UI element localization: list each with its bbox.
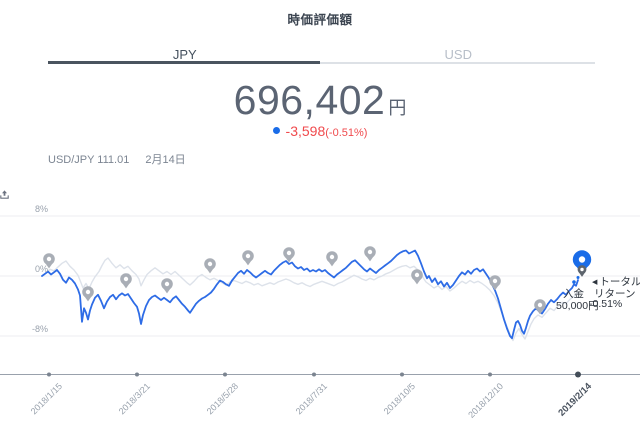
page-title: 時価評価額 xyxy=(287,13,353,27)
change-row: -3,598(-0.51%) xyxy=(0,123,640,141)
fx-rate-row: USD/JPY 111.01 2月14日 xyxy=(48,151,186,167)
performance-chart[interactable]: 8% 0% -8% 2018/1/15 2018/3/21 2018/5/28 2018/… xyxy=(0,190,640,431)
deposit-pin-icon[interactable] xyxy=(43,253,55,269)
fx-date: 2月14日 xyxy=(145,154,186,166)
tooltip-total-line2: リターン xyxy=(594,288,636,300)
performance-chart-svg xyxy=(0,215,640,378)
tab-jpy-label: JPY xyxy=(172,47,197,62)
x-axis-tick-dot xyxy=(400,372,404,377)
tooltip-deposit-label: 入金 xyxy=(563,288,584,300)
tab-usd-label: USD xyxy=(444,47,472,62)
active-tab-underline xyxy=(48,61,320,64)
series-line xyxy=(41,257,579,342)
x-axis-tick-dot xyxy=(135,372,139,377)
deposit-pin-icon[interactable] xyxy=(120,273,132,289)
fx-rate: USD/JPY 111.01 xyxy=(48,154,130,166)
deposit-pin-icon[interactable] xyxy=(82,286,94,302)
tab-usd[interactable]: USD xyxy=(322,43,596,66)
x-axis-tick-dot xyxy=(488,372,492,377)
tooltip-total-line1-row: ◀ トータル xyxy=(592,274,640,289)
y-axis-label: 8% xyxy=(34,204,48,214)
deposit-pin-icon[interactable] xyxy=(489,275,501,291)
deposit-pin-icon[interactable] xyxy=(411,269,423,285)
deposit-pin-icon[interactable] xyxy=(242,250,254,266)
y-axis-label: -8% xyxy=(31,324,48,334)
deposit-pin-icon[interactable] xyxy=(326,251,338,267)
currency-tabs: JPY USD xyxy=(48,43,595,66)
current-point-dot xyxy=(576,276,580,279)
deposit-pin-icon[interactable] xyxy=(204,258,216,274)
deposit-pin-icon[interactable] xyxy=(364,246,376,262)
x-axis-tick-dot xyxy=(47,372,51,377)
deposit-icon xyxy=(0,190,9,199)
current-deposit-pin-icon[interactable] xyxy=(577,265,587,277)
deposit-pin-icon[interactable] xyxy=(283,247,295,263)
change-percent: (-0.51%) xyxy=(325,127,368,139)
valuation-block: 696,402 円 xyxy=(0,77,640,124)
y-axis-label: 0% xyxy=(34,264,48,274)
tab-jpy[interactable]: JPY xyxy=(48,43,322,66)
x-axis-tick-dot xyxy=(223,372,227,377)
x-axis-tick-dot xyxy=(312,372,316,377)
valuation-amount: 696,402 xyxy=(233,77,386,123)
current-point-dot xyxy=(572,280,576,284)
series-line xyxy=(41,249,579,340)
x-axis-tick-dot xyxy=(575,371,581,378)
tooltip-pointer-icon: ◀ xyxy=(592,279,598,286)
change-dot-icon xyxy=(272,127,280,134)
tooltip-deposit-amount: 50,000円 xyxy=(556,300,599,312)
tooltip-total-line1: トータル xyxy=(599,276,640,288)
change-value: -3,598 xyxy=(285,123,326,139)
inactive-tab-underline xyxy=(320,62,595,64)
deposit-pin-icon[interactable] xyxy=(534,299,546,315)
tooltip-total-value: -0.51% xyxy=(589,298,623,310)
valuation-unit: 円 xyxy=(388,98,407,118)
deposit-pin-icon[interactable] xyxy=(161,278,173,294)
